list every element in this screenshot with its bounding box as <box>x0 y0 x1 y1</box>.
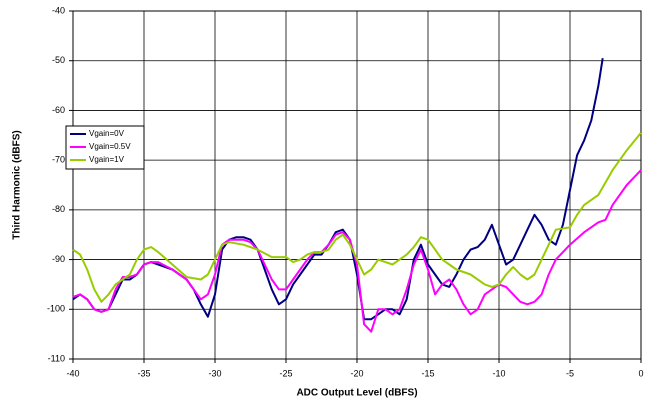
series-line <box>72 132 642 303</box>
y-tick-label: -90 <box>52 254 65 264</box>
y-tick-label: -80 <box>52 204 65 214</box>
x-tick-label: -30 <box>208 368 221 378</box>
x-tick-label: -5 <box>566 368 574 378</box>
y-tick-label: -100 <box>47 304 65 314</box>
series-line <box>72 169 642 333</box>
y-tick-label: -70 <box>52 155 65 165</box>
x-tick-label: -40 <box>66 368 79 378</box>
y-axis-title: Third Harmonic (dBFS) <box>12 130 23 239</box>
y-tick-label: -40 <box>52 5 65 15</box>
x-tick-label: 0 <box>638 368 643 378</box>
x-tick-label: -10 <box>492 368 505 378</box>
legend-label: Vgain=1V <box>89 155 125 164</box>
legend-label: Vgain=0.5V <box>89 142 131 151</box>
y-tick-label: -50 <box>52 55 65 65</box>
y-tick-label: -110 <box>48 353 65 363</box>
x-tick-label: -15 <box>421 368 434 378</box>
x-tick-label: -25 <box>279 368 292 378</box>
legend-label: Vgain=0V <box>89 129 125 138</box>
y-tick-label: -60 <box>52 105 65 115</box>
x-tick-label: -20 <box>350 368 363 378</box>
x-axis-title: ADC Output Level (dBFS) <box>296 388 417 399</box>
x-tick-label: -35 <box>137 368 150 378</box>
